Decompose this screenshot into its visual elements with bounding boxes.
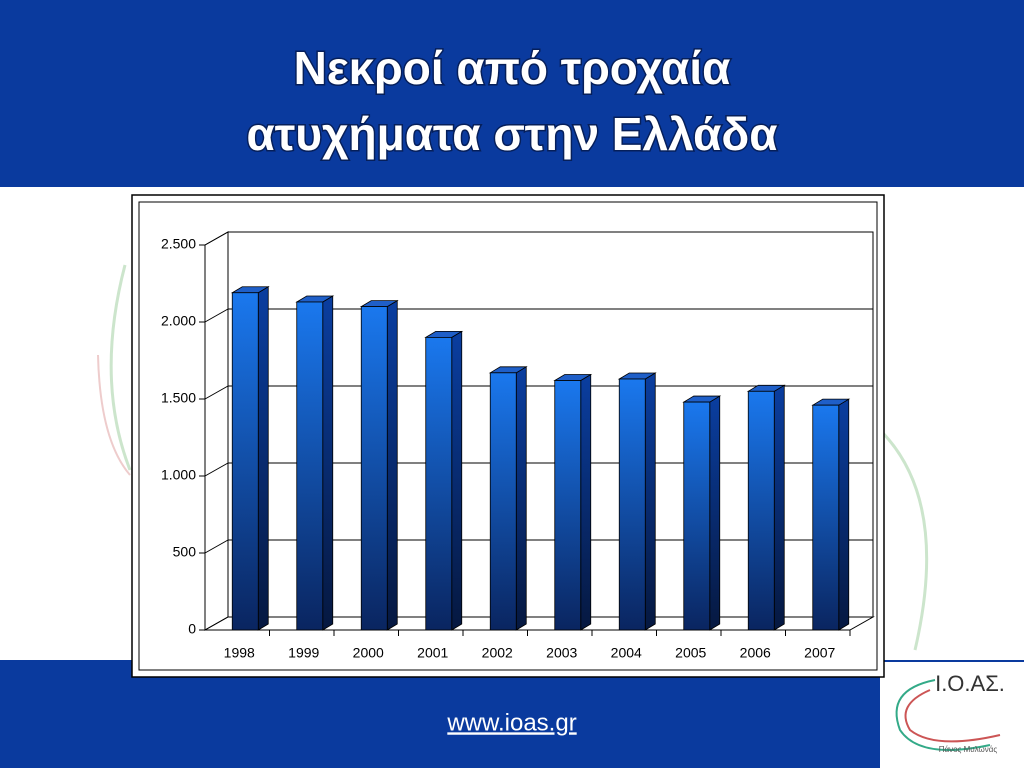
chart: 0 500 1.000 1.500 2.000 2.500 1998 1999 2000 2001… — [161, 231, 875, 661]
y-tick-label: 0 — [188, 621, 196, 637]
bar — [296, 301, 324, 631]
grid-line-side — [204, 539, 229, 554]
bar-side — [709, 395, 721, 631]
x-tick-label: 1999 — [288, 645, 319, 661]
y-tick-label: 2.000 — [161, 313, 196, 329]
logo-caption: Πάνος Μυλωνάς — [939, 745, 998, 754]
grid-line-side — [204, 385, 229, 400]
title-line: Νεκροί από τροχαία — [294, 42, 731, 94]
bar — [747, 390, 775, 631]
x-tick-label: 2001 — [417, 645, 448, 661]
bar-side — [644, 372, 656, 631]
bar-side — [257, 286, 269, 631]
bar — [683, 401, 711, 631]
footer-link[interactable]: www.ioas.gr — [446, 709, 576, 736]
bar — [360, 306, 388, 631]
chart-frame-inner — [138, 201, 878, 671]
title-band — [0, 0, 1024, 187]
x-tick-label: 2006 — [740, 645, 771, 661]
bar — [554, 380, 582, 631]
swirl — [97, 354, 131, 476]
bar-side — [773, 384, 785, 631]
x-tick-label: 2004 — [611, 645, 642, 661]
bar-side — [515, 366, 527, 631]
y-tick-label: 1.000 — [161, 467, 196, 483]
x-tick-label: 1998 — [224, 645, 255, 661]
grid-line-side — [204, 616, 229, 631]
grid-line-side — [204, 231, 229, 246]
bar — [231, 292, 259, 631]
title-line: ατυχήματα στην Ελλάδα — [246, 108, 777, 160]
bar — [618, 378, 646, 631]
logo-text: Ι.Ο.ΑΣ. — [935, 671, 1005, 696]
grid-line-side — [204, 462, 229, 477]
bar-side — [322, 295, 334, 631]
bar — [425, 336, 453, 631]
side-wall — [204, 231, 229, 631]
bar-side — [838, 398, 850, 631]
swirl — [109, 264, 132, 471]
bar-side — [580, 373, 592, 631]
bar — [812, 404, 840, 631]
footer-band — [0, 660, 1024, 768]
x-tick-label: 2000 — [353, 645, 384, 661]
bar-side — [386, 299, 398, 631]
swirl — [878, 428, 929, 651]
x-tick-label: 2007 — [804, 645, 835, 661]
bar — [489, 372, 517, 631]
y-tick-label: 1.500 — [161, 390, 196, 406]
x-tick-label: 2002 — [482, 645, 513, 661]
bar-side — [451, 330, 463, 631]
y-tick-label: 500 — [173, 544, 197, 560]
y-tick-label: 2.500 — [161, 236, 196, 252]
logo-swirl — [904, 689, 1001, 743]
x-tick-label: 2003 — [546, 645, 577, 661]
logo-swirl — [895, 679, 991, 751]
grid-line-side — [204, 308, 229, 323]
x-tick-label: 2005 — [675, 645, 706, 661]
